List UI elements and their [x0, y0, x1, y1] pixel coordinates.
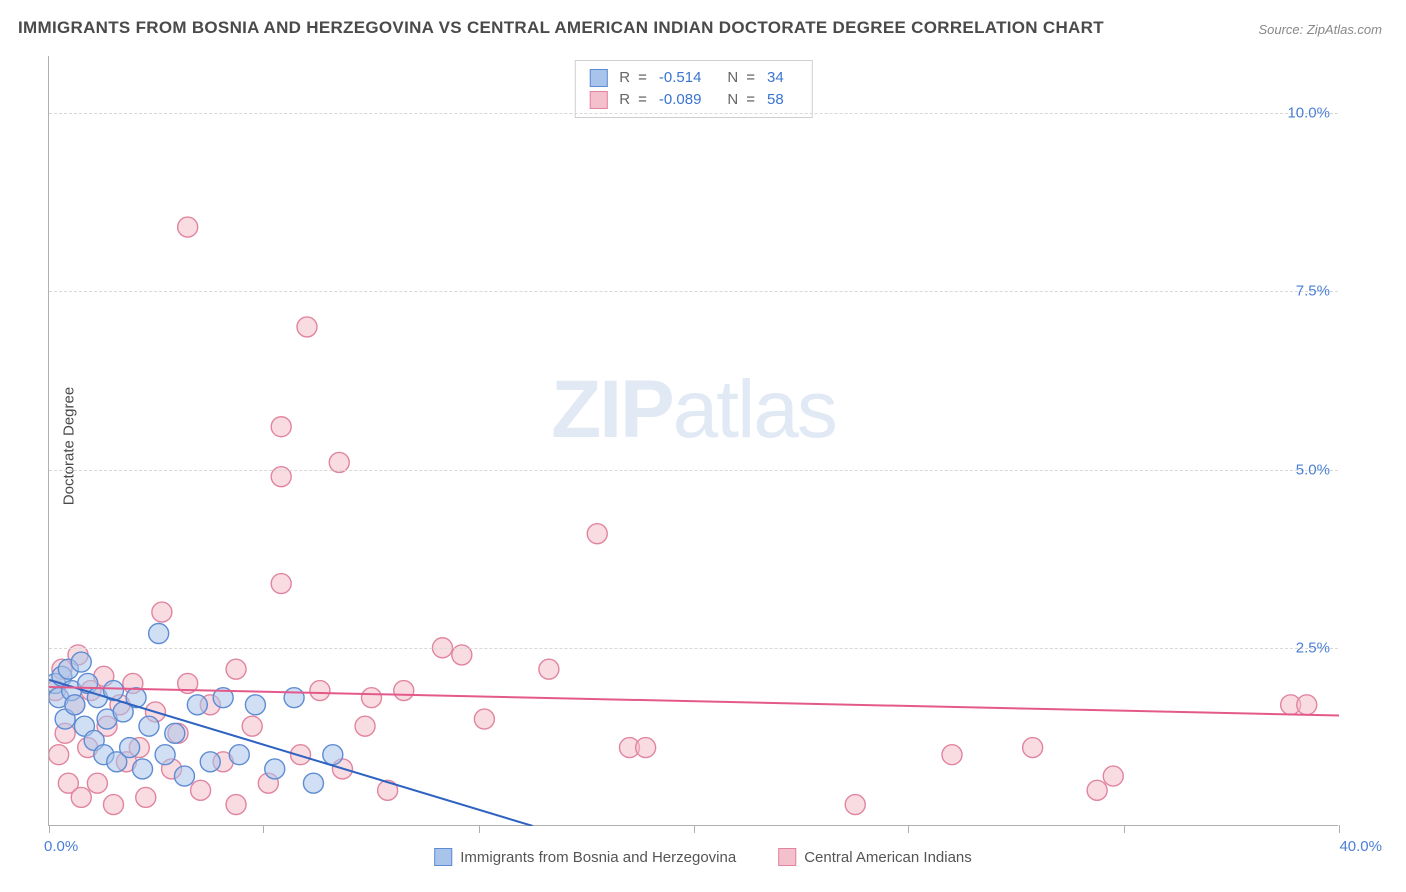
scatter-point — [355, 716, 375, 736]
scatter-point — [271, 417, 291, 437]
source-label: Source: — [1258, 22, 1306, 37]
scatter-point — [104, 795, 124, 815]
scatter-point — [587, 524, 607, 544]
scatter-point — [191, 780, 211, 800]
scatter-point — [165, 723, 185, 743]
scatter-point — [226, 795, 246, 815]
x-tick — [908, 825, 909, 833]
x-tick — [49, 825, 50, 833]
y-tick-label: 7.5% — [1296, 283, 1330, 300]
bottom-legend-item-1: Central American Indians — [778, 848, 972, 866]
scatter-point — [245, 695, 265, 715]
scatter-point — [297, 317, 317, 337]
scatter-point — [636, 738, 656, 758]
x-tick — [1339, 825, 1340, 833]
scatter-point — [1103, 766, 1123, 786]
scatter-point — [152, 602, 172, 622]
scatter-point — [149, 624, 169, 644]
bottom-legend: Immigrants from Bosnia and Herzegovina C… — [434, 848, 972, 866]
gridline — [49, 470, 1338, 471]
scatter-point — [539, 659, 559, 679]
scatter-svg — [49, 56, 1339, 826]
scatter-point — [474, 709, 494, 729]
gridline — [49, 648, 1338, 649]
series-name-0: Immigrants from Bosnia and Herzegovina — [460, 849, 736, 866]
scatter-point — [226, 659, 246, 679]
scatter-point — [942, 745, 962, 765]
scatter-point — [1087, 780, 1107, 800]
x-tick — [479, 825, 480, 833]
scatter-point — [139, 716, 159, 736]
scatter-point — [242, 716, 262, 736]
scatter-point — [87, 773, 107, 793]
x-tick — [694, 825, 695, 833]
x-tick — [263, 825, 264, 833]
source-value: ZipAtlas.com — [1307, 22, 1382, 37]
scatter-point — [310, 681, 330, 701]
scatter-point — [229, 745, 249, 765]
trend-line — [49, 687, 1339, 716]
scatter-point — [187, 695, 207, 715]
scatter-point — [174, 766, 194, 786]
scatter-point — [265, 759, 285, 779]
scatter-point — [284, 688, 304, 708]
scatter-point — [271, 574, 291, 594]
x-axis-min-label: 0.0% — [44, 838, 78, 855]
scatter-point — [303, 773, 323, 793]
scatter-point — [845, 795, 865, 815]
y-tick-label: 2.5% — [1296, 639, 1330, 656]
scatter-point — [71, 652, 91, 672]
scatter-point — [133, 759, 153, 779]
scatter-point — [1023, 738, 1043, 758]
bottom-legend-item-0: Immigrants from Bosnia and Herzegovina — [434, 848, 736, 866]
gridline — [49, 291, 1338, 292]
scatter-point — [394, 681, 414, 701]
scatter-point — [323, 745, 343, 765]
scatter-point — [71, 787, 91, 807]
scatter-point — [200, 752, 220, 772]
series-name-1: Central American Indians — [804, 849, 972, 866]
scatter-point — [362, 688, 382, 708]
scatter-point — [155, 745, 175, 765]
swatch-bottom-0 — [434, 848, 452, 866]
scatter-point — [49, 745, 69, 765]
y-tick-label: 5.0% — [1296, 461, 1330, 478]
chart-title: IMMIGRANTS FROM BOSNIA AND HERZEGOVINA V… — [18, 18, 1104, 38]
scatter-point — [120, 738, 140, 758]
x-tick — [1124, 825, 1125, 833]
scatter-point — [136, 787, 156, 807]
y-tick-label: 10.0% — [1287, 105, 1330, 122]
x-axis-max-label: 40.0% — [1339, 838, 1382, 855]
scatter-point — [1297, 695, 1317, 715]
plot-area: ZIPatlas R = -0.514 N = 34 R = -0.089 N … — [48, 56, 1338, 826]
source-credit: Source: ZipAtlas.com — [1258, 22, 1382, 37]
scatter-point — [65, 695, 85, 715]
scatter-point — [178, 217, 198, 237]
swatch-bottom-1 — [778, 848, 796, 866]
gridline — [49, 113, 1338, 114]
